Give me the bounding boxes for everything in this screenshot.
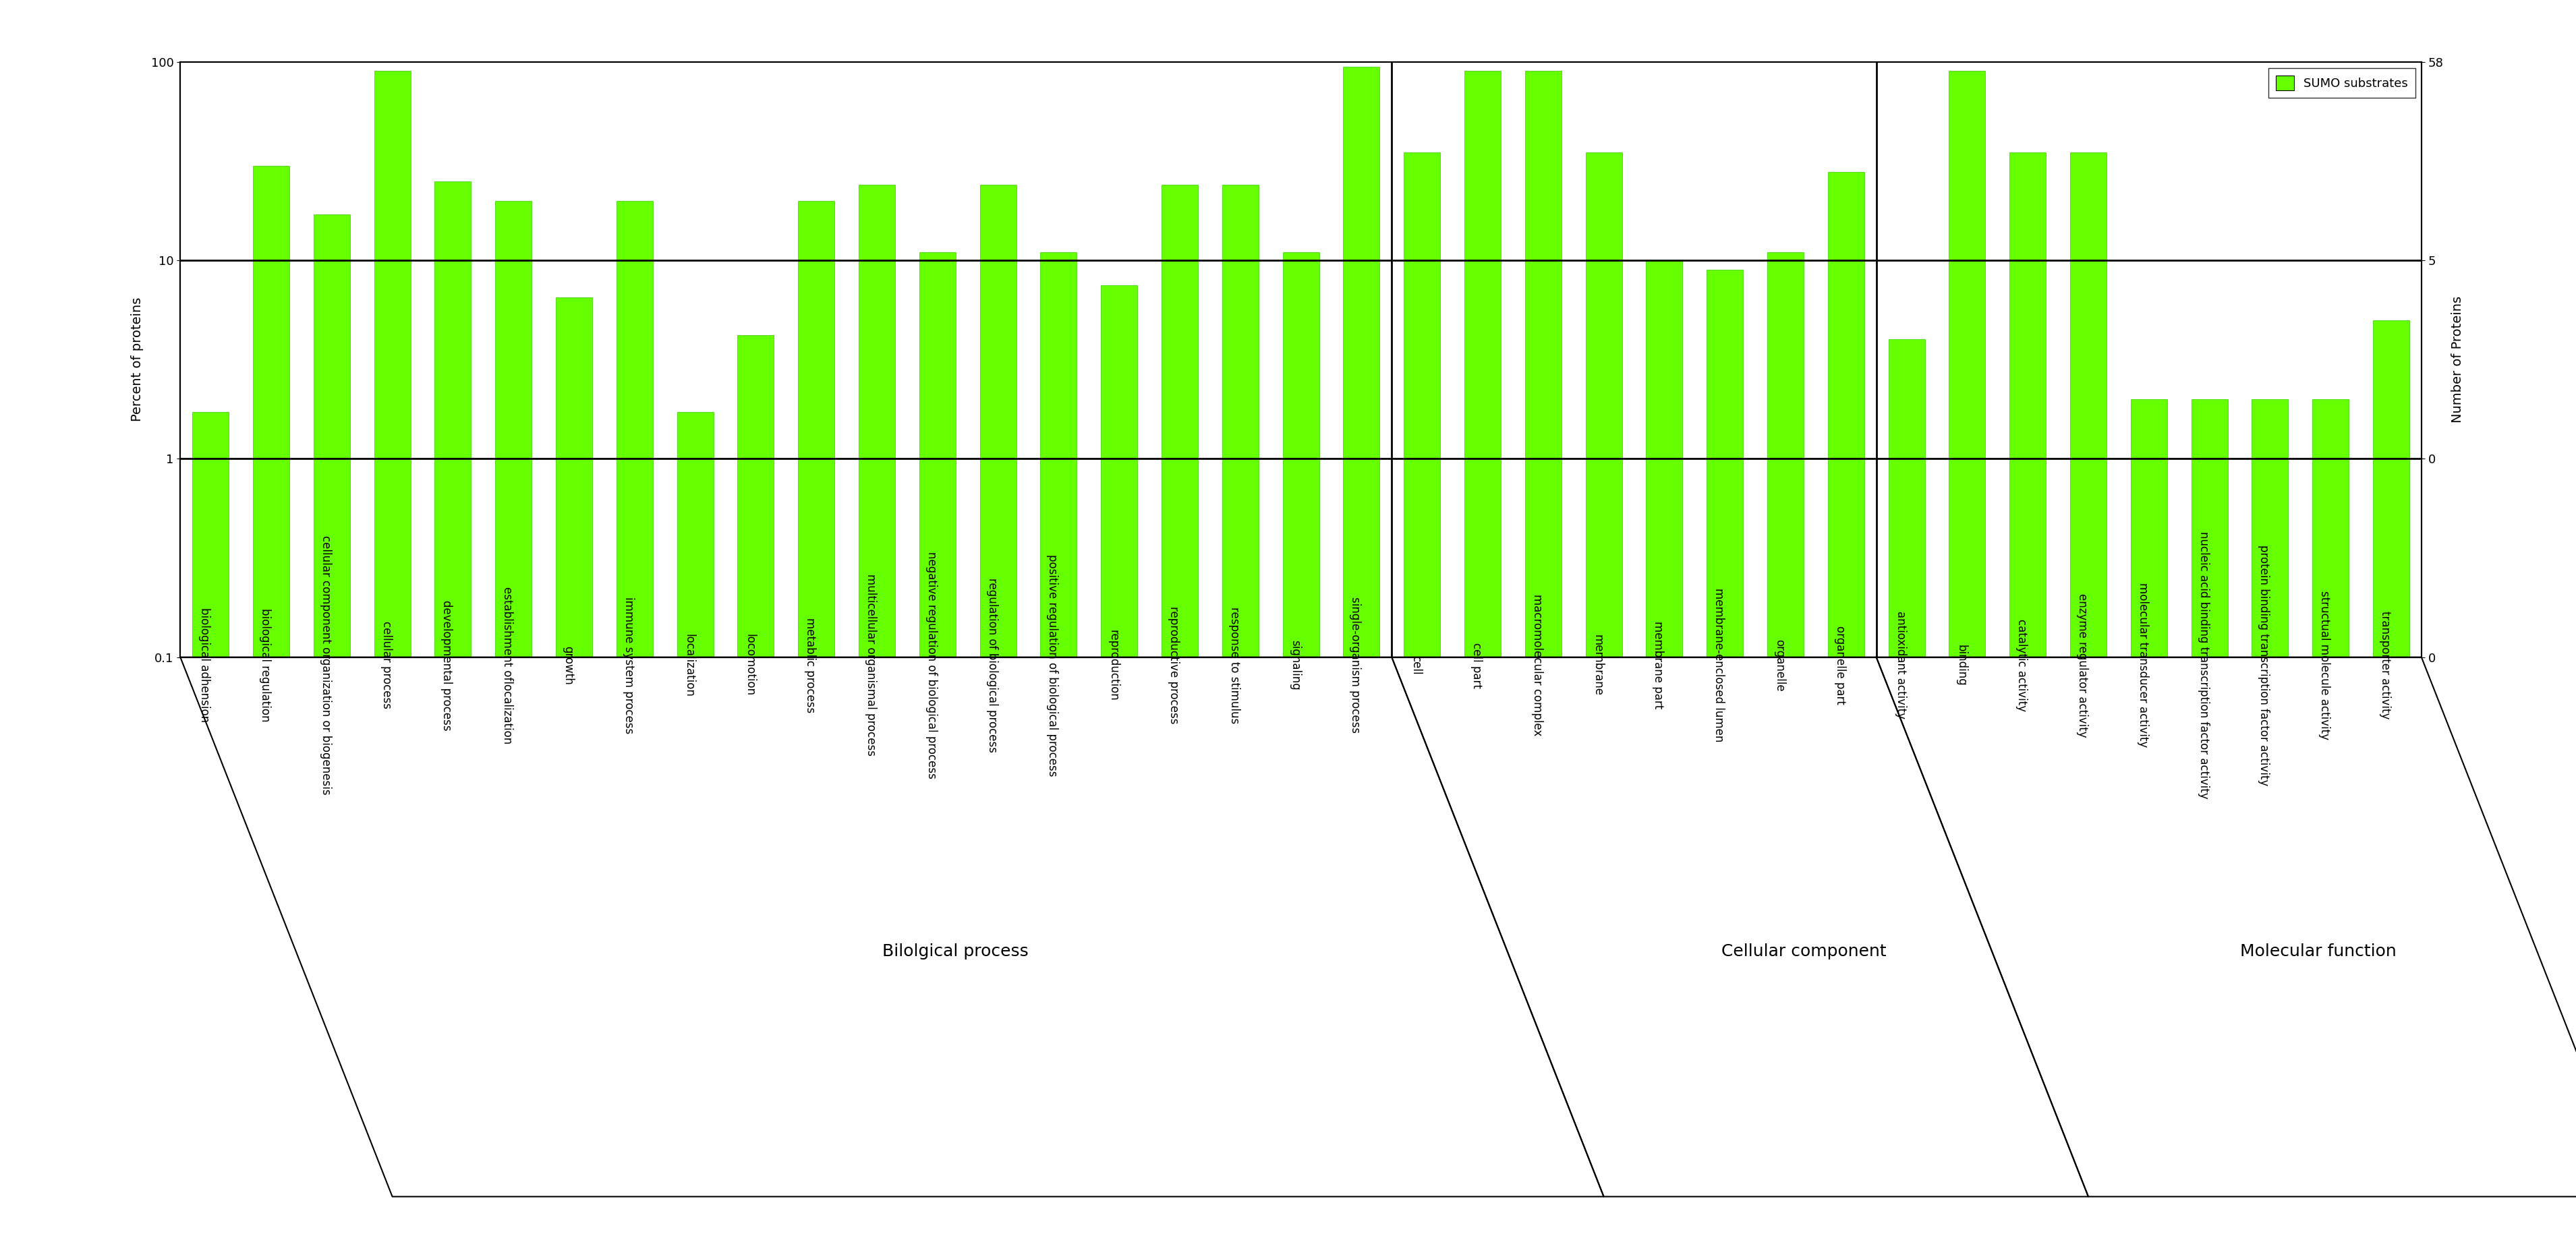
Bar (1829, 171, 1865, 1240)
Bar (616, 201, 652, 1240)
Bar (314, 215, 350, 1240)
Bar (374, 71, 410, 1240)
Bar (1463, 71, 1502, 1240)
Bar (1283, 252, 1319, 1240)
Bar (1342, 67, 1381, 1240)
Legend: SUMO substrates: SUMO substrates (2269, 68, 2416, 98)
Bar (1950, 71, 1986, 1240)
Y-axis label: Number of Proteins: Number of Proteins (2450, 296, 2463, 423)
Y-axis label: Percent of proteins: Percent of proteins (131, 298, 144, 422)
Bar (2071, 153, 2107, 1240)
Bar (1041, 252, 1077, 1240)
Bar (2130, 399, 2166, 1240)
Bar (1767, 252, 1803, 1240)
Text: Cellular component: Cellular component (1721, 944, 1886, 960)
Bar (979, 185, 1015, 1240)
Text: Molecular function: Molecular function (2241, 944, 2396, 960)
Bar (1708, 269, 1744, 1240)
Bar (2313, 399, 2349, 1240)
Bar (2251, 399, 2287, 1240)
Bar (1100, 285, 1139, 1240)
Bar (2372, 320, 2409, 1240)
Bar (1646, 260, 1682, 1240)
Bar (858, 185, 894, 1240)
Bar (435, 181, 471, 1240)
Text: Bilolgical process: Bilolgical process (884, 944, 1028, 960)
Bar (920, 252, 956, 1240)
Bar (2009, 153, 2045, 1240)
Bar (193, 412, 229, 1240)
Bar (2192, 399, 2228, 1240)
Bar (1587, 153, 1623, 1240)
Bar (737, 335, 773, 1240)
Bar (1162, 185, 1198, 1240)
Bar (252, 166, 289, 1240)
Bar (1404, 153, 1440, 1240)
Bar (556, 298, 592, 1240)
Bar (495, 201, 531, 1240)
Bar (799, 201, 835, 1240)
Bar (1221, 185, 1260, 1240)
Bar (1888, 340, 1924, 1240)
Bar (677, 412, 714, 1240)
Bar (1525, 71, 1561, 1240)
